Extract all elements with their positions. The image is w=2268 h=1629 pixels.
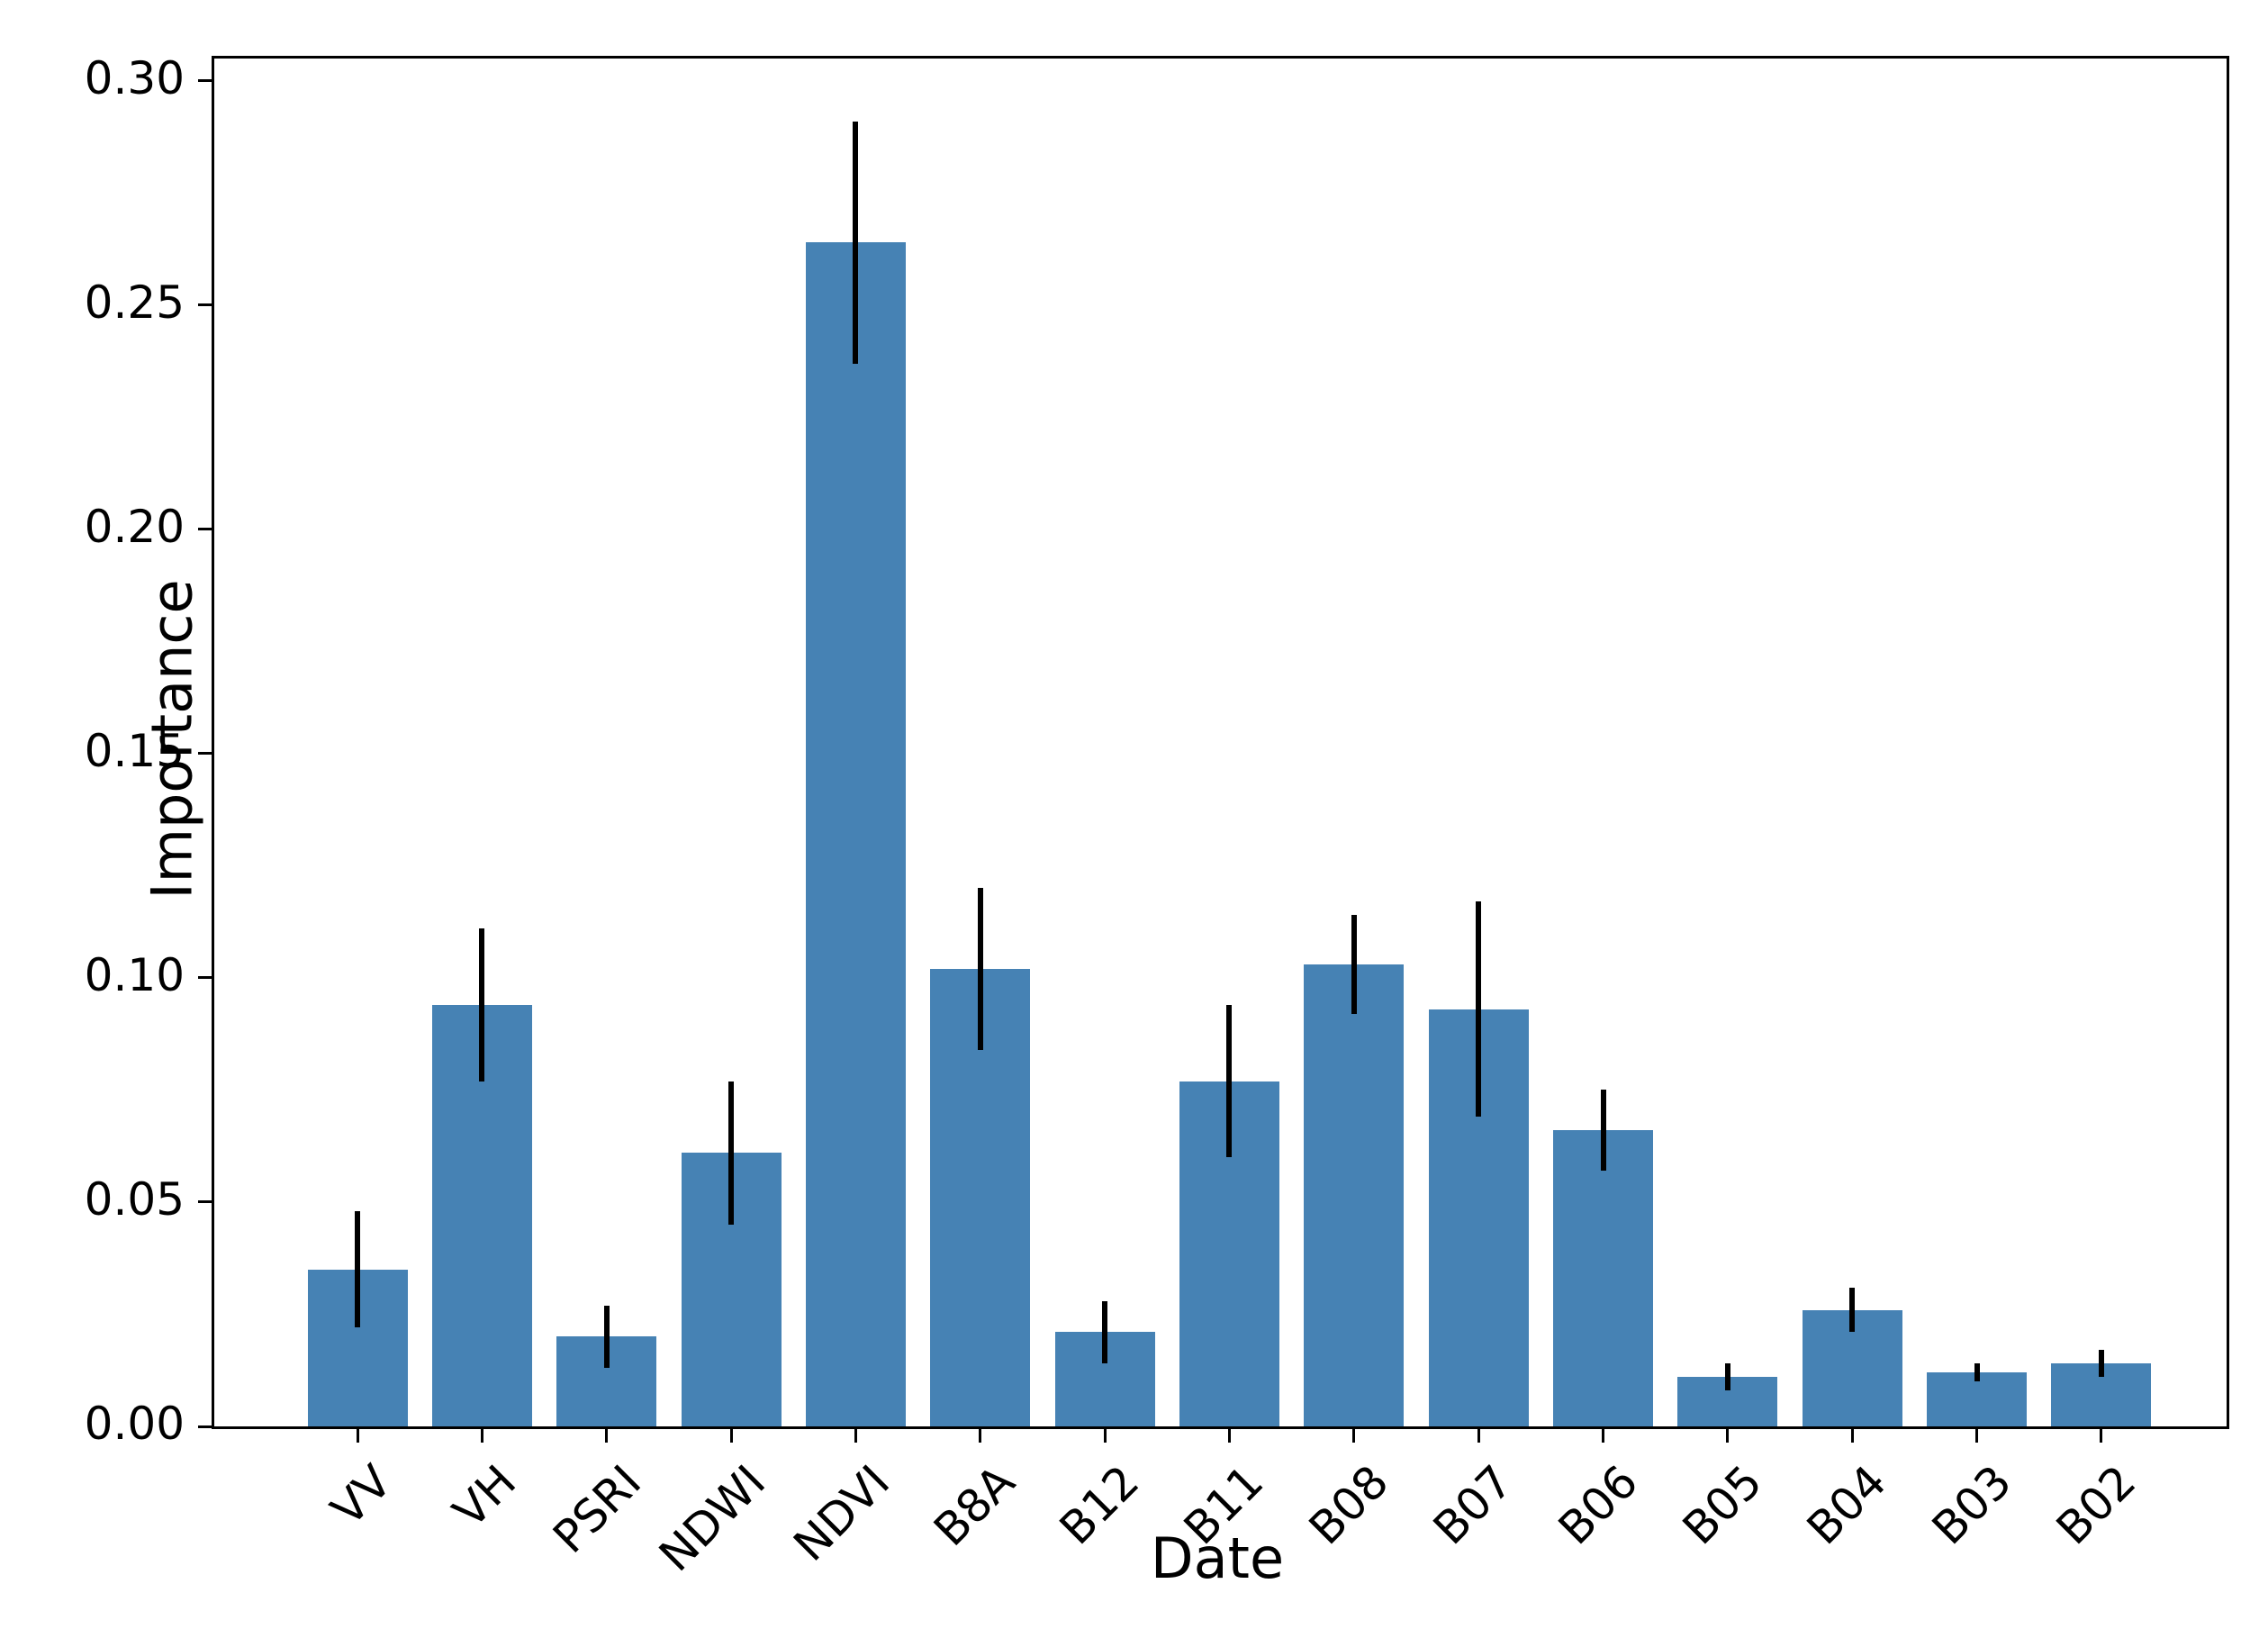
y-tick-label: 0.15	[84, 724, 185, 777]
error-bar-B05	[1724, 1363, 1730, 1391]
bar-NDVI	[805, 242, 906, 1426]
error-bar-B12	[1102, 1300, 1108, 1364]
x-tick-mark	[1975, 1429, 1979, 1443]
x-tick-mark	[1477, 1429, 1480, 1443]
bar-B03	[1927, 1372, 2028, 1426]
y-tick-mark	[198, 303, 212, 307]
error-bar-NDVI	[853, 121, 859, 364]
bar-B06	[1553, 1130, 1653, 1426]
y-tick-mark	[198, 1200, 212, 1204]
y-tick-label: 0.25	[84, 276, 185, 329]
y-tick-mark	[198, 752, 212, 756]
plot-area	[198, 56, 2229, 1443]
y-tick-label: 0.10	[84, 948, 185, 1001]
error-bar-VV	[355, 1210, 360, 1328]
error-bar-B08	[1351, 915, 1357, 1014]
y-tick-mark	[198, 976, 212, 980]
y-tick-mark	[198, 1425, 212, 1428]
y-tick-label: 0.20	[84, 500, 185, 553]
x-tick-mark	[1726, 1429, 1730, 1443]
y-tick-label: 0.00	[84, 1398, 185, 1450]
error-bar-B03	[1974, 1363, 1980, 1382]
x-tick-mark	[1602, 1429, 1604, 1443]
x-tick-mark	[605, 1429, 609, 1443]
error-bar-B8A	[977, 888, 983, 1050]
x-tick-mark	[1103, 1429, 1107, 1443]
x-tick-mark	[1850, 1429, 1854, 1443]
y-tick-label: 0.05	[84, 1172, 185, 1226]
y-tick-mark	[198, 79, 212, 83]
y-tick-label: 0.30	[84, 51, 185, 104]
error-bar-NDWI	[728, 1081, 735, 1225]
error-bar-B06	[1600, 1090, 1606, 1172]
x-tick-mark	[1352, 1429, 1356, 1443]
error-bar-B07	[1476, 901, 1482, 1118]
y-tick-mark	[198, 528, 212, 531]
x-tick-mark	[729, 1429, 733, 1443]
x-tick-mark	[2100, 1429, 2103, 1443]
error-bar-B04	[1849, 1287, 1856, 1333]
x-axis-label: Date	[1150, 1525, 1285, 1591]
x-tick-mark	[480, 1429, 483, 1443]
x-tick-mark	[979, 1429, 982, 1443]
error-bar-B11	[1226, 1004, 1233, 1158]
x-tick-mark	[1227, 1429, 1231, 1443]
error-bar-PSRI	[603, 1305, 610, 1369]
y-axis-label: Importance	[139, 579, 205, 900]
x-tick-mark	[356, 1429, 359, 1443]
bar-B08	[1304, 964, 1405, 1426]
error-bar-VH	[479, 928, 485, 1081]
x-tick-mark	[854, 1429, 857, 1443]
error-bar-B02	[2098, 1350, 2104, 1378]
